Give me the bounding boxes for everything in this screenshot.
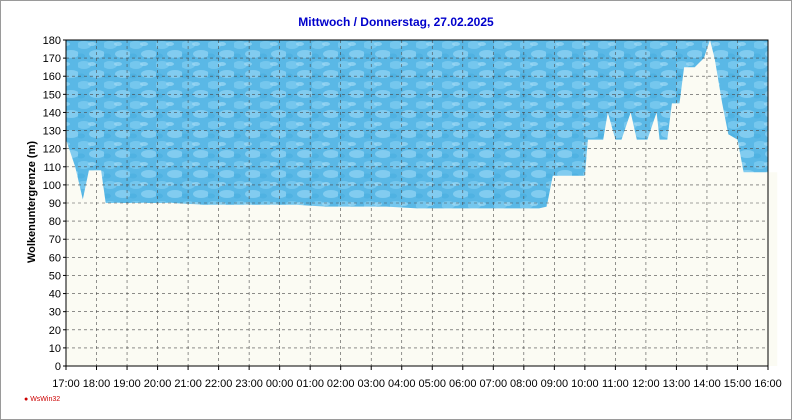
software-credit-label: WsWin32 <box>30 396 61 403</box>
x-tick-label: 19:00 <box>113 378 141 390</box>
y-tick-label: 70 <box>49 234 61 246</box>
y-tick-label: 120 <box>43 144 61 156</box>
x-tick-label: 12:00 <box>632 378 660 390</box>
x-tick-label: 21:00 <box>174 378 202 390</box>
y-tick-label: 30 <box>49 307 61 319</box>
x-tick-label: 04:00 <box>388 378 416 390</box>
x-tick-label: 02:00 <box>327 378 355 390</box>
y-tick-label: 80 <box>49 216 61 228</box>
y-tick-label: 0 <box>55 361 61 373</box>
x-tick-label: 14:00 <box>693 378 721 390</box>
x-tick-label: 08:00 <box>510 378 538 390</box>
y-axis: 0 10 20 30 40 50 60 70 80 90 100 110 120 130 140 150 160… <box>43 35 66 373</box>
x-tick-label: 22:00 <box>205 378 233 390</box>
x-tick-label: 16:00 <box>754 378 782 390</box>
x-tick-label: 10:00 <box>571 378 599 390</box>
ground-area <box>66 40 778 366</box>
software-credit: ● WsWin32 <box>24 396 61 403</box>
x-tick-label: 17:00 <box>52 378 80 390</box>
x-tick-label: 01:00 <box>296 378 324 390</box>
x-tick-label: 15:00 <box>724 378 752 390</box>
chart-title: Mittwoch / Donnerstag, 27.02.2025 <box>298 15 494 29</box>
y-tick-label: 170 <box>43 53 61 65</box>
x-axis: 17:00 18:00 19:00 20:00 21:00 22:00 23:00 00:00… <box>52 366 782 390</box>
y-tick-label: 20 <box>49 325 61 337</box>
x-tick-label: 03:00 <box>357 378 385 390</box>
x-tick-label: 18:00 <box>83 378 111 390</box>
x-tick-label: 06:00 <box>449 378 477 390</box>
x-tick-label: 07:00 <box>480 378 508 390</box>
y-tick-label: 160 <box>43 71 61 83</box>
y-tick-label: 90 <box>49 198 61 210</box>
y-tick-label: 180 <box>43 35 61 47</box>
x-tick-label: 11:00 <box>602 378 629 390</box>
x-tick-label: 09:00 <box>541 378 569 390</box>
x-tick-label: 20:00 <box>144 378 172 390</box>
x-tick-label: 23:00 <box>235 378 263 390</box>
y-tick-label: 60 <box>49 252 61 264</box>
y-tick-label: 10 <box>49 343 61 355</box>
y-tick-label: 110 <box>43 162 61 174</box>
y-tick-label: 150 <box>43 89 61 101</box>
x-tick-label: 13:00 <box>663 378 691 390</box>
y-tick-label: 140 <box>43 107 61 119</box>
y-tick-label: 100 <box>43 180 61 192</box>
x-tick-label: 00:00 <box>266 378 294 390</box>
y-tick-label: 130 <box>43 126 61 138</box>
x-tick-label: 05:00 <box>418 378 446 390</box>
y-tick-label: 40 <box>49 289 61 301</box>
y-tick-label: 50 <box>49 270 61 282</box>
grid <box>66 40 768 366</box>
